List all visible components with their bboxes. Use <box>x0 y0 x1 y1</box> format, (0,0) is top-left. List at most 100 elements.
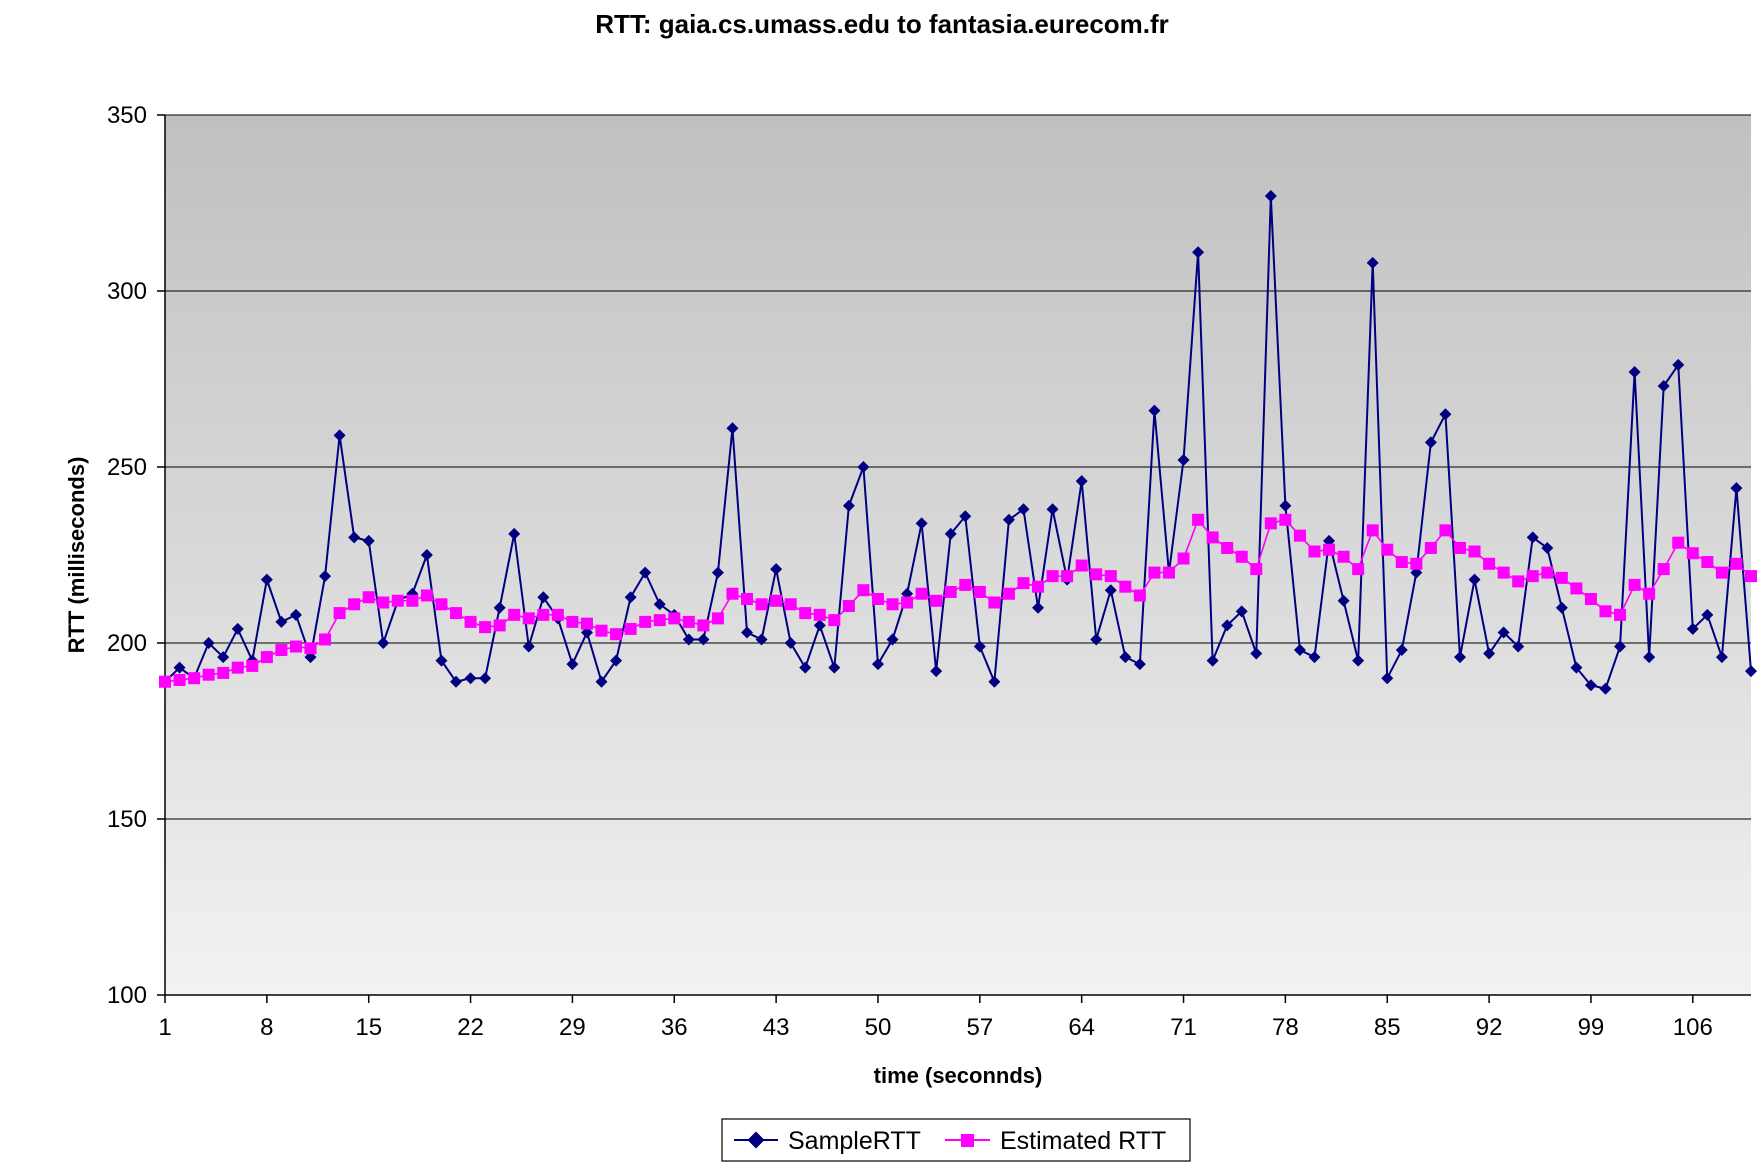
sample-rtt-point <box>595 675 608 688</box>
estimated-rtt-point <box>1643 587 1656 600</box>
sample-rtt-point <box>915 517 928 530</box>
y-tick-label-350: 350 <box>107 102 147 129</box>
estimated-rtt-point <box>566 615 579 628</box>
estimated-rtt-point <box>1032 580 1045 593</box>
sample-rtt-point <box>333 429 346 442</box>
estimated-rtt-point <box>246 659 259 672</box>
estimated-rtt-point <box>1468 545 1481 558</box>
sample-rtt-point <box>755 633 768 646</box>
sample-rtt-point <box>1192 246 1205 259</box>
estimated-rtt-point <box>1745 570 1757 583</box>
sample-rtt-point <box>1672 358 1685 371</box>
estimated-rtt-point <box>857 584 870 597</box>
series-layer <box>159 189 1757 695</box>
x-tick-label-36: 36 <box>661 1014 688 1041</box>
estimated-rtt-point <box>1323 543 1336 556</box>
sample-rtt-point <box>610 654 623 667</box>
sample-rtt-point <box>697 633 710 646</box>
estimated-rtt-point <box>406 594 419 607</box>
sample-rtt-point <box>741 626 754 639</box>
estimated-rtt-point <box>464 615 477 628</box>
sample-rtt-point <box>1526 531 1539 544</box>
estimated-rtt-point <box>624 622 637 635</box>
series-estimated-rtt <box>159 513 1757 688</box>
estimated-rtt-point <box>1133 589 1146 602</box>
sample-rtt-point <box>988 675 1001 688</box>
x-axis-ticks: 1 8 15 22 29 36 43 50 57 64 71 78 85 92 99 106 <box>158 995 1713 1041</box>
sample-rtt-point <box>1715 651 1728 664</box>
estimated-rtt-point <box>682 615 695 628</box>
estimated-rtt-point <box>842 600 855 613</box>
estimated-rtt-point <box>1715 566 1728 579</box>
sample-rtt-point <box>799 661 812 674</box>
sample-rtt-point <box>1032 601 1045 614</box>
sample-rtt-point <box>653 598 666 611</box>
estimated-rtt-point <box>508 608 521 621</box>
sample-rtt-point <box>348 531 361 544</box>
sample-rtt-point <box>1221 619 1234 632</box>
estimated-rtt-point <box>391 594 404 607</box>
sample-rtt-point <box>289 608 302 621</box>
sample-rtt-point <box>828 661 841 674</box>
sample-rtt-point <box>522 640 535 653</box>
sample-rtt-point <box>1279 499 1292 512</box>
estimated-rtt-point <box>1424 541 1437 554</box>
estimated-rtt-point <box>479 621 492 634</box>
sample-rtt-point <box>1424 436 1437 449</box>
sample-rtt-point <box>1177 453 1190 466</box>
sample-rtt-point <box>319 570 332 583</box>
estimated-rtt-point <box>435 598 448 611</box>
estimated-rtt-point <box>1701 556 1714 569</box>
sample-rtt-point <box>1439 408 1452 421</box>
sample-rtt-point <box>1133 658 1146 671</box>
x-tick-label-29: 29 <box>559 1014 586 1041</box>
estimated-rtt-point <box>639 615 652 628</box>
x-tick-label-71: 71 <box>1170 1014 1197 1041</box>
estimated-rtt-point <box>610 628 623 641</box>
estimated-rtt-point <box>813 608 826 621</box>
x-tick-label-22: 22 <box>457 1014 484 1041</box>
estimated-rtt-point <box>1541 566 1554 579</box>
sample-rtt-point <box>1337 594 1350 607</box>
sample-rtt-point <box>784 637 797 649</box>
estimated-rtt-point <box>1090 568 1103 581</box>
sample-rtt-point <box>1555 601 1568 614</box>
estimated-rtt-point <box>697 619 710 632</box>
estimated-rtt-point <box>420 589 433 602</box>
sample-rtt-point <box>1730 482 1743 495</box>
sample-rtt-point <box>1395 644 1408 657</box>
estimated-rtt-point <box>1526 570 1539 583</box>
estimated-rtt-point <box>1599 605 1612 618</box>
sample-rtt-point <box>1584 679 1597 692</box>
estimated-rtt-point <box>580 617 593 630</box>
sample-rtt-point <box>173 661 186 674</box>
estimated-rtt-point <box>188 672 201 685</box>
estimated-rtt-point <box>1177 552 1190 565</box>
chart-title: RTT: gaia.cs.umass.edu to fantasia.eurec… <box>595 9 1169 39</box>
sample-rtt-point <box>711 566 724 579</box>
estimated-rtt-point <box>711 612 724 625</box>
sample-rtt-point <box>682 633 695 646</box>
sample-rtt-point <box>1381 672 1394 685</box>
x-tick-label-57: 57 <box>966 1014 993 1041</box>
estimated-rtt-point <box>1686 547 1699 560</box>
sample-rtt-point <box>464 672 477 685</box>
sample-rtt-point <box>566 658 579 671</box>
sample-rtt-point <box>944 527 957 540</box>
sample-rtt-point <box>1235 605 1248 618</box>
y-axis-ticks: 100 150 200 250 300 350 <box>107 102 165 1009</box>
sample-rtt-point <box>770 563 783 576</box>
sample-rtt-point <box>231 622 244 635</box>
estimated-rtt-point <box>930 594 943 607</box>
estimated-rtt-point <box>886 598 899 611</box>
sample-rtt-point <box>842 499 855 512</box>
estimated-rtt-point <box>1730 557 1743 570</box>
sample-rtt-point <box>275 615 288 628</box>
estimated-rtt-point <box>988 596 1001 609</box>
series-line-sample-rtt <box>164 195 1752 690</box>
sample-rtt-point <box>1541 541 1554 554</box>
estimated-rtt-point <box>1075 559 1088 572</box>
estimated-rtt-point <box>1512 575 1525 588</box>
x-tick-label-99: 99 <box>1578 1014 1605 1041</box>
legend-estimated-marker <box>961 1134 974 1147</box>
